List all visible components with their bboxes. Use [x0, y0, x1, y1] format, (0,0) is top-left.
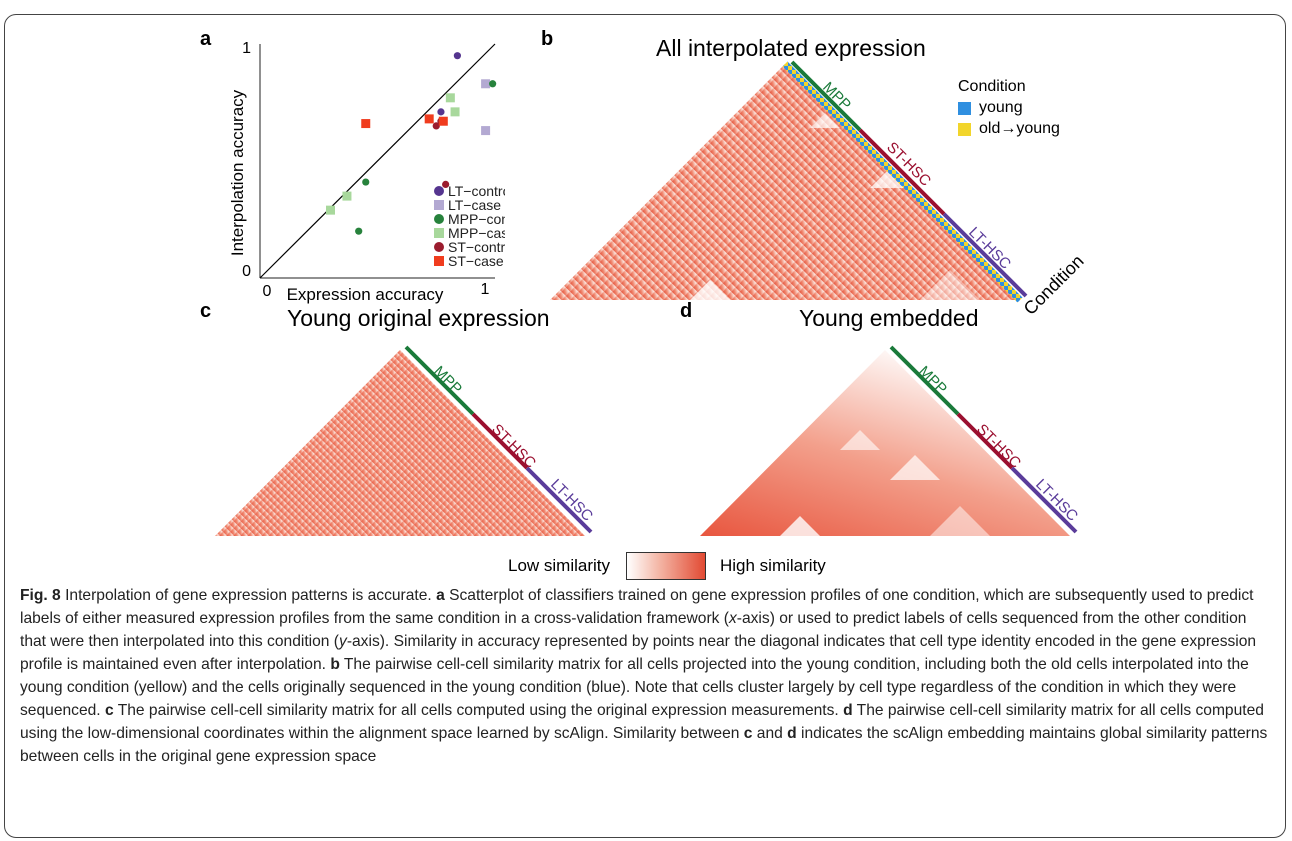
caption-b-text: The pairwise cell-cell similarity matrix…	[20, 656, 1249, 719]
legend-label-lt-case: LT−case	[448, 197, 501, 213]
legend-swatch-mpp-case	[434, 228, 444, 238]
panel-c-title: Young original expression	[287, 305, 550, 331]
old-young-label: old→young	[979, 120, 1060, 137]
panel-label-c: c	[200, 300, 212, 322]
heatmap-c: MPP ST-HSC LT-HSC	[215, 345, 596, 536]
panel-b-title: All interpolated expression	[656, 35, 926, 61]
mpp-bar-c	[404, 345, 475, 416]
panel-d-title: Young embedded	[799, 305, 979, 331]
heatmap-c-matrix	[215, 350, 585, 536]
point-st-case-1	[424, 114, 434, 124]
caption-d-label: d	[843, 702, 853, 719]
diagonal-line	[259, 43, 496, 279]
caption-and-text: and	[752, 725, 788, 742]
y-tick-0: 0	[242, 263, 251, 280]
low-similarity-label: Low similarity	[508, 556, 611, 575]
point-lt-control-0	[453, 52, 461, 60]
st-bar-c	[471, 412, 529, 470]
legend-swatch-mpp-control	[434, 214, 444, 224]
old-young-swatch	[958, 122, 971, 136]
heatmap-d-matrix	[700, 350, 1070, 536]
heatmap-b-matrix	[550, 64, 1020, 300]
point-mpp-case-2	[342, 191, 352, 201]
panel-label-d: d	[680, 300, 693, 322]
young-label: young	[979, 99, 1023, 116]
panel-label-a: a	[200, 28, 212, 50]
heatmap-d: MPP ST-HSC LT-HSC	[700, 345, 1081, 536]
point-lt-control-1	[437, 108, 445, 116]
legend-label-mpp-case: MPP−case	[448, 225, 505, 241]
mpp-bar-b	[790, 60, 862, 132]
legend-label-lt-control: LT−control	[448, 183, 505, 199]
point-mpp-case-3	[326, 205, 335, 215]
x-axis-label: Expression accuracy	[287, 285, 444, 304]
condition-legend: Condition young old→young	[958, 78, 1060, 138]
scatter-plot: LT−controlLT−caseMPP−controlMPP−caseST−c…	[228, 40, 505, 304]
legend-label-st-case: ST−case	[448, 253, 504, 269]
caption-title: Interpolation of gene expression pattern…	[60, 587, 437, 604]
caption-a-text-3: -axis). Similarity in accuracy represent…	[20, 633, 1257, 673]
legend-swatch-st-case	[434, 256, 444, 266]
y-tick-1: 1	[242, 40, 251, 57]
y-axis-label: Interpolation accuracy	[228, 89, 247, 256]
mpp-bar-d	[889, 345, 960, 416]
caption-a-text-2: -axis) or used to predict labels of cell…	[20, 610, 1247, 650]
point-mpp-control-0	[489, 80, 497, 88]
legend-swatch-lt-case	[434, 200, 444, 210]
condition-axis-label: Condition	[1020, 251, 1088, 319]
similarity-gradient	[626, 552, 706, 580]
caption-c-label: c	[104, 702, 114, 719]
point-mpp-case-0	[445, 93, 455, 103]
condition-legend-title: Condition	[958, 78, 1026, 95]
x-tick-0: 0	[263, 283, 272, 300]
caption-a-x: x	[728, 610, 737, 627]
caption-d-label-2: d	[787, 725, 797, 742]
caption-fig-number: Fig. 8	[20, 587, 61, 604]
legend-swatch-st-control	[434, 242, 444, 252]
point-lt-case-1	[481, 126, 491, 136]
caption-end-text: indicates the scAlign embedding maintain…	[20, 725, 1268, 765]
lt-bar-b	[942, 212, 1028, 298]
st-bar-b	[858, 128, 946, 216]
caption-a-y: y	[339, 633, 347, 650]
point-st-control-1	[432, 122, 440, 130]
point-lt-case-0	[481, 79, 491, 89]
caption-d-text: The pairwise cell-cell similarity matrix…	[20, 702, 1264, 742]
st-bar-d	[956, 412, 1014, 470]
legend-swatch-lt-control	[434, 186, 444, 196]
point-st-case-0	[361, 119, 371, 129]
legend-label-st-control: ST−control	[448, 239, 505, 255]
legend-young: young	[958, 99, 1060, 117]
lt-bar-c	[525, 466, 593, 534]
caption-c-label-2: c	[743, 725, 753, 742]
caption-b-label: b	[330, 656, 340, 673]
figure-caption: Fig. 8 Interpolation of gene expression …	[20, 584, 1275, 768]
caption-a-text-1: Scatterplot of classifiers trained on ge…	[20, 587, 1254, 627]
high-similarity-label: High similarity	[720, 556, 826, 575]
young-swatch	[958, 101, 971, 115]
caption-a-label: a	[436, 587, 445, 604]
point-st-case-2	[438, 116, 448, 126]
point-mpp-case-1	[450, 107, 460, 117]
heatmap-b: MPP ST-HSC LT-HSC Condition	[550, 60, 1088, 319]
point-mpp-control-1	[362, 178, 370, 186]
legend-label-mpp-control: MPP−control	[448, 211, 505, 227]
point-st-control-2	[442, 180, 450, 188]
x-tick-1: 1	[481, 281, 490, 298]
caption-c-text: The pairwise cell-cell similarity matrix…	[113, 702, 844, 719]
lt-bar-d	[1010, 466, 1078, 534]
legend-old-young: old→young	[958, 120, 1060, 138]
figure-frame	[4, 14, 1286, 838]
panel-label-b: b	[541, 28, 554, 50]
point-mpp-control-2	[355, 227, 363, 235]
